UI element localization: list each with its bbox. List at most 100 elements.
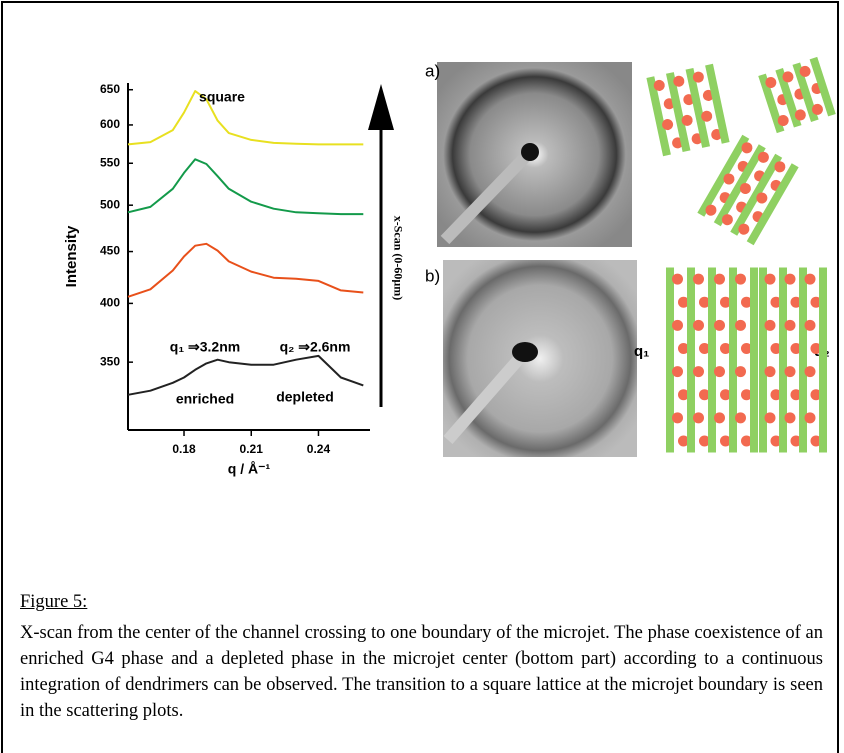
annotation: x-Scan (0-60µm) bbox=[391, 216, 405, 301]
lattice-group bbox=[759, 267, 827, 453]
dendrimer bbox=[804, 412, 816, 424]
lattice-rod bbox=[729, 267, 737, 453]
dendrimer bbox=[741, 142, 753, 154]
panel-label: a) bbox=[425, 61, 440, 80]
dendrimer bbox=[720, 389, 731, 401]
x-tick-label: 0.21 bbox=[240, 442, 264, 456]
y-tick-label: 600 bbox=[100, 117, 120, 131]
y-tick-label: 500 bbox=[100, 197, 120, 211]
scan-arrow-head bbox=[368, 84, 394, 130]
dendrimer bbox=[714, 273, 725, 285]
dendrimer bbox=[790, 435, 802, 447]
y-tick-label: 400 bbox=[100, 296, 120, 310]
dendrimer bbox=[672, 412, 683, 424]
lattice-rod bbox=[697, 134, 750, 217]
q-label: q₁ bbox=[634, 343, 649, 360]
dendrimer bbox=[720, 296, 731, 308]
annotation: square bbox=[199, 89, 245, 105]
dendrimer bbox=[810, 435, 822, 447]
lattice-rod bbox=[705, 63, 730, 144]
y-tick-label: 350 bbox=[100, 354, 120, 368]
dendrimer bbox=[756, 192, 768, 204]
lattice-rod bbox=[746, 163, 799, 246]
caption-text: X-scan from the center of the channel cr… bbox=[20, 623, 823, 721]
dendrimer bbox=[770, 435, 782, 447]
dendrimer bbox=[735, 366, 746, 378]
dendrimer bbox=[678, 435, 689, 447]
lattice-rod bbox=[779, 267, 787, 453]
lattice-rod bbox=[775, 68, 802, 128]
dendrimer bbox=[735, 412, 746, 424]
dendrimer bbox=[782, 71, 794, 83]
dendrimer bbox=[699, 342, 710, 354]
dendrimer bbox=[770, 342, 782, 354]
dendrimer bbox=[693, 366, 704, 378]
dendrimer bbox=[777, 115, 789, 127]
lattice-group bbox=[666, 267, 758, 453]
y-tick-label: 550 bbox=[100, 155, 120, 169]
dendrimer bbox=[741, 389, 752, 401]
dendrimer bbox=[705, 204, 717, 216]
dendrimer bbox=[678, 296, 689, 308]
dendrimer bbox=[735, 319, 746, 331]
dendrimer bbox=[699, 389, 710, 401]
dendrimer bbox=[757, 151, 769, 163]
dendrimer bbox=[784, 366, 796, 378]
annotation: q₂ ⇒2.6nm bbox=[280, 339, 351, 355]
dendrimer bbox=[764, 412, 776, 424]
dendrimer bbox=[714, 319, 725, 331]
data-line bbox=[127, 242, 364, 298]
dendrimer bbox=[714, 412, 725, 424]
lattice-rod bbox=[750, 267, 758, 453]
lattice-group bbox=[758, 56, 836, 134]
dendrimer bbox=[678, 389, 689, 401]
dendrimer bbox=[714, 366, 725, 378]
lattice-rod bbox=[809, 56, 836, 117]
y-axis-label: Intensity bbox=[63, 225, 80, 287]
y-tick-label: 650 bbox=[100, 82, 120, 96]
dendrimer bbox=[811, 103, 823, 115]
dendrimer bbox=[764, 319, 776, 331]
lattice-rod bbox=[665, 72, 691, 153]
dendrimer bbox=[662, 119, 674, 131]
dendrimer bbox=[672, 319, 683, 331]
scatter-image-a bbox=[437, 62, 632, 247]
dendrimer bbox=[741, 435, 752, 447]
lattice-rod bbox=[708, 267, 716, 453]
dendrimer bbox=[810, 342, 822, 354]
dendrimer bbox=[681, 114, 693, 126]
dendrimer bbox=[699, 435, 710, 447]
dendrimer bbox=[764, 273, 776, 285]
dendrimer bbox=[770, 389, 782, 401]
lattice-rod bbox=[685, 67, 711, 148]
dendrimer bbox=[765, 76, 777, 88]
x-tick-label: 0.24 bbox=[307, 442, 331, 456]
lattice-rod bbox=[758, 73, 785, 134]
dendrimer bbox=[673, 75, 685, 87]
lattice-rod bbox=[730, 153, 783, 236]
dendrimer bbox=[738, 223, 750, 235]
dendrimer bbox=[672, 273, 683, 285]
x-tick-label: 0.18 bbox=[172, 442, 196, 456]
annotation: q₁ ⇒3.2nm bbox=[170, 339, 240, 355]
lattice-group bbox=[697, 134, 799, 246]
dendrimer bbox=[784, 412, 796, 424]
dendrimer bbox=[804, 366, 816, 378]
dendrimer bbox=[699, 296, 710, 308]
data-line bbox=[127, 354, 364, 396]
dendrimer bbox=[721, 214, 733, 226]
dendrimer bbox=[799, 65, 811, 77]
scatter-image-b bbox=[443, 260, 637, 457]
dendrimer bbox=[741, 296, 752, 308]
dendrimer bbox=[784, 273, 796, 285]
dendrimer bbox=[790, 296, 802, 308]
dendrimer bbox=[804, 319, 816, 331]
x-axis-label: q / Å⁻¹ bbox=[228, 461, 271, 477]
lattice-sketch bbox=[646, 56, 836, 453]
lattice-rod bbox=[759, 267, 767, 453]
dendrimer bbox=[701, 110, 713, 122]
caption-label: Figure 5: bbox=[20, 592, 88, 612]
dendrimer bbox=[764, 366, 776, 378]
lattice-rod bbox=[819, 267, 827, 453]
dendrimer bbox=[774, 161, 786, 173]
